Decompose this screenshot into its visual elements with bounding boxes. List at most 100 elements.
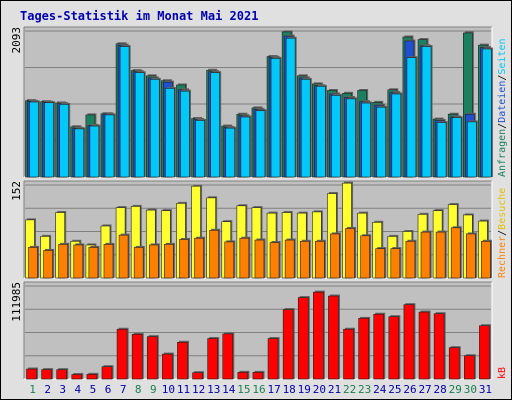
seiten-bar-day-25 (391, 93, 402, 178)
x-tick-label-day-15: 15 (237, 383, 250, 396)
rechner-bar-day-5 (88, 247, 99, 279)
kb-bar-day-10 (162, 353, 173, 380)
rechner-bar-day-10 (164, 244, 174, 279)
x-tick-label-day-6: 6 (105, 383, 112, 396)
panel-traffic-series-label-part-0: kB (497, 367, 508, 379)
panel-requests-y-max-label: 2093 (10, 27, 23, 54)
rechner-bar-day-23 (360, 235, 370, 279)
seiten-bar-day-7 (119, 46, 130, 178)
x-tick-label-day-14: 14 (222, 383, 236, 396)
rechner-bar-day-26 (405, 240, 416, 279)
x-tick-label-day-29: 29 (449, 383, 462, 396)
seiten-bar-day-6 (104, 114, 115, 178)
kb-bar-day-21 (328, 295, 339, 380)
seiten-bar-day-14 (225, 127, 236, 178)
seiten-bar-day-17 (270, 58, 281, 178)
rechner-bar-day-29 (450, 227, 461, 279)
rechner-bar-day-6 (103, 244, 114, 279)
kb-bar-day-11 (177, 341, 188, 380)
x-tick-label-day-18: 18 (283, 383, 296, 396)
seiten-bar-day-29 (451, 117, 462, 178)
x-tick-label-day-26: 26 (403, 383, 416, 396)
panel-requests-series-label-part-1: / (497, 123, 508, 129)
panel-visits-series-label-part-2: Besuche (497, 188, 508, 230)
seiten-bar-day-15 (240, 116, 251, 178)
panel-requests-series-label-part-4: Seiten (497, 38, 508, 74)
seiten-bar-day-16 (255, 110, 266, 178)
rechner-bar-day-3 (58, 244, 68, 279)
rechner-bar-day-20 (315, 240, 325, 279)
panel-requests-series-label-part-3: / (497, 75, 508, 81)
x-tick-label-day-13: 13 (207, 383, 220, 396)
rechner-bar-day-1 (28, 247, 38, 279)
x-tick-label-day-7: 7 (120, 383, 127, 396)
rechner-bar-day-25 (390, 248, 401, 279)
rechner-bar-day-7 (118, 234, 129, 279)
rechner-bar-day-30 (466, 233, 476, 279)
kb-bar-day-27 (418, 311, 430, 380)
rechner-bar-day-24 (375, 248, 386, 279)
kb-bar-day-29 (448, 347, 460, 380)
kb-bar-day-14 (222, 333, 234, 380)
x-tick-label-day-27: 27 (418, 383, 431, 396)
x-tick-label-day-22: 22 (343, 383, 356, 396)
x-tick-label-day-20: 20 (313, 383, 326, 396)
panel-traffic: 111985 kB (10, 281, 508, 380)
seiten-bar-day-30 (467, 121, 477, 178)
kb-bar-day-15 (237, 372, 249, 380)
rechner-bar-day-9 (148, 244, 159, 279)
panel-visits: 152 Rechner/Besuche (10, 180, 508, 279)
kb-bar-day-31 (479, 325, 490, 380)
seiten-bar-day-28 (436, 122, 447, 178)
rechner-bar-day-31 (481, 240, 491, 279)
x-tick-label-day-4: 4 (75, 383, 82, 396)
x-tick-label-day-25: 25 (388, 383, 401, 396)
kb-bar-day-19 (297, 297, 309, 380)
x-tick-label-day-2: 2 (44, 383, 51, 396)
x-tick-label-day-24: 24 (373, 383, 387, 396)
panel-requests-series-label-part-0: Anfragen (497, 129, 508, 177)
seiten-bar-day-23 (361, 102, 371, 178)
x-tick-label-day-1: 1 (29, 383, 36, 396)
panel-traffic-bars (26, 290, 491, 380)
kb-bar-day-25 (388, 316, 400, 380)
panel-visits-series-label: Rechner/Besuche (497, 188, 508, 278)
seiten-bar-day-24 (376, 106, 387, 178)
kb-bar-day-23 (358, 318, 369, 380)
x-axis-day-labels: 1 2 3 4 5 6 7 8 9 10 11 12 13 14 15 16 17 18 19 20 21 22 23 24 2… (29, 383, 492, 396)
x-tick-label-day-19: 19 (298, 383, 311, 396)
kb-bar-day-20 (313, 291, 324, 380)
x-tick-label-day-3: 3 (59, 383, 66, 396)
kb-bar-day-24 (373, 313, 385, 380)
panel-visits-y-max-label: 152 (10, 181, 23, 201)
rechner-bar-day-2 (43, 250, 53, 279)
x-tick-label-day-17: 17 (267, 383, 280, 396)
panel-visits-series-label-part-1: / (497, 230, 508, 236)
x-tick-label-day-31: 31 (479, 383, 492, 396)
x-tick-label-day-8: 8 (135, 383, 142, 396)
x-tick-label-day-5: 5 (90, 383, 97, 396)
kb-bar-day-1 (26, 368, 37, 380)
rechner-bar-day-21 (330, 233, 340, 279)
seiten-bar-day-12 (195, 120, 205, 178)
rechner-bar-day-13 (209, 229, 219, 279)
seiten-bar-day-13 (210, 72, 220, 178)
x-tick-label-day-16: 16 (252, 383, 265, 396)
kb-bar-day-9 (146, 336, 158, 380)
seiten-bar-day-27 (421, 46, 432, 178)
panel-visits-bars (25, 181, 492, 279)
kb-bar-day-2 (41, 369, 52, 380)
seiten-bar-day-10 (165, 88, 175, 178)
rechner-bar-day-19 (299, 240, 310, 279)
x-tick-label-day-11: 11 (177, 383, 190, 396)
x-tick-label-day-12: 12 (192, 383, 205, 396)
seiten-bar-day-4 (74, 128, 85, 178)
rechner-bar-day-18 (284, 239, 295, 279)
kb-bar-day-5 (86, 374, 98, 380)
rechner-bar-day-11 (179, 239, 189, 279)
seiten-bar-day-1 (29, 101, 39, 178)
seiten-bar-day-21 (331, 95, 341, 178)
seiten-bar-day-20 (316, 86, 326, 178)
